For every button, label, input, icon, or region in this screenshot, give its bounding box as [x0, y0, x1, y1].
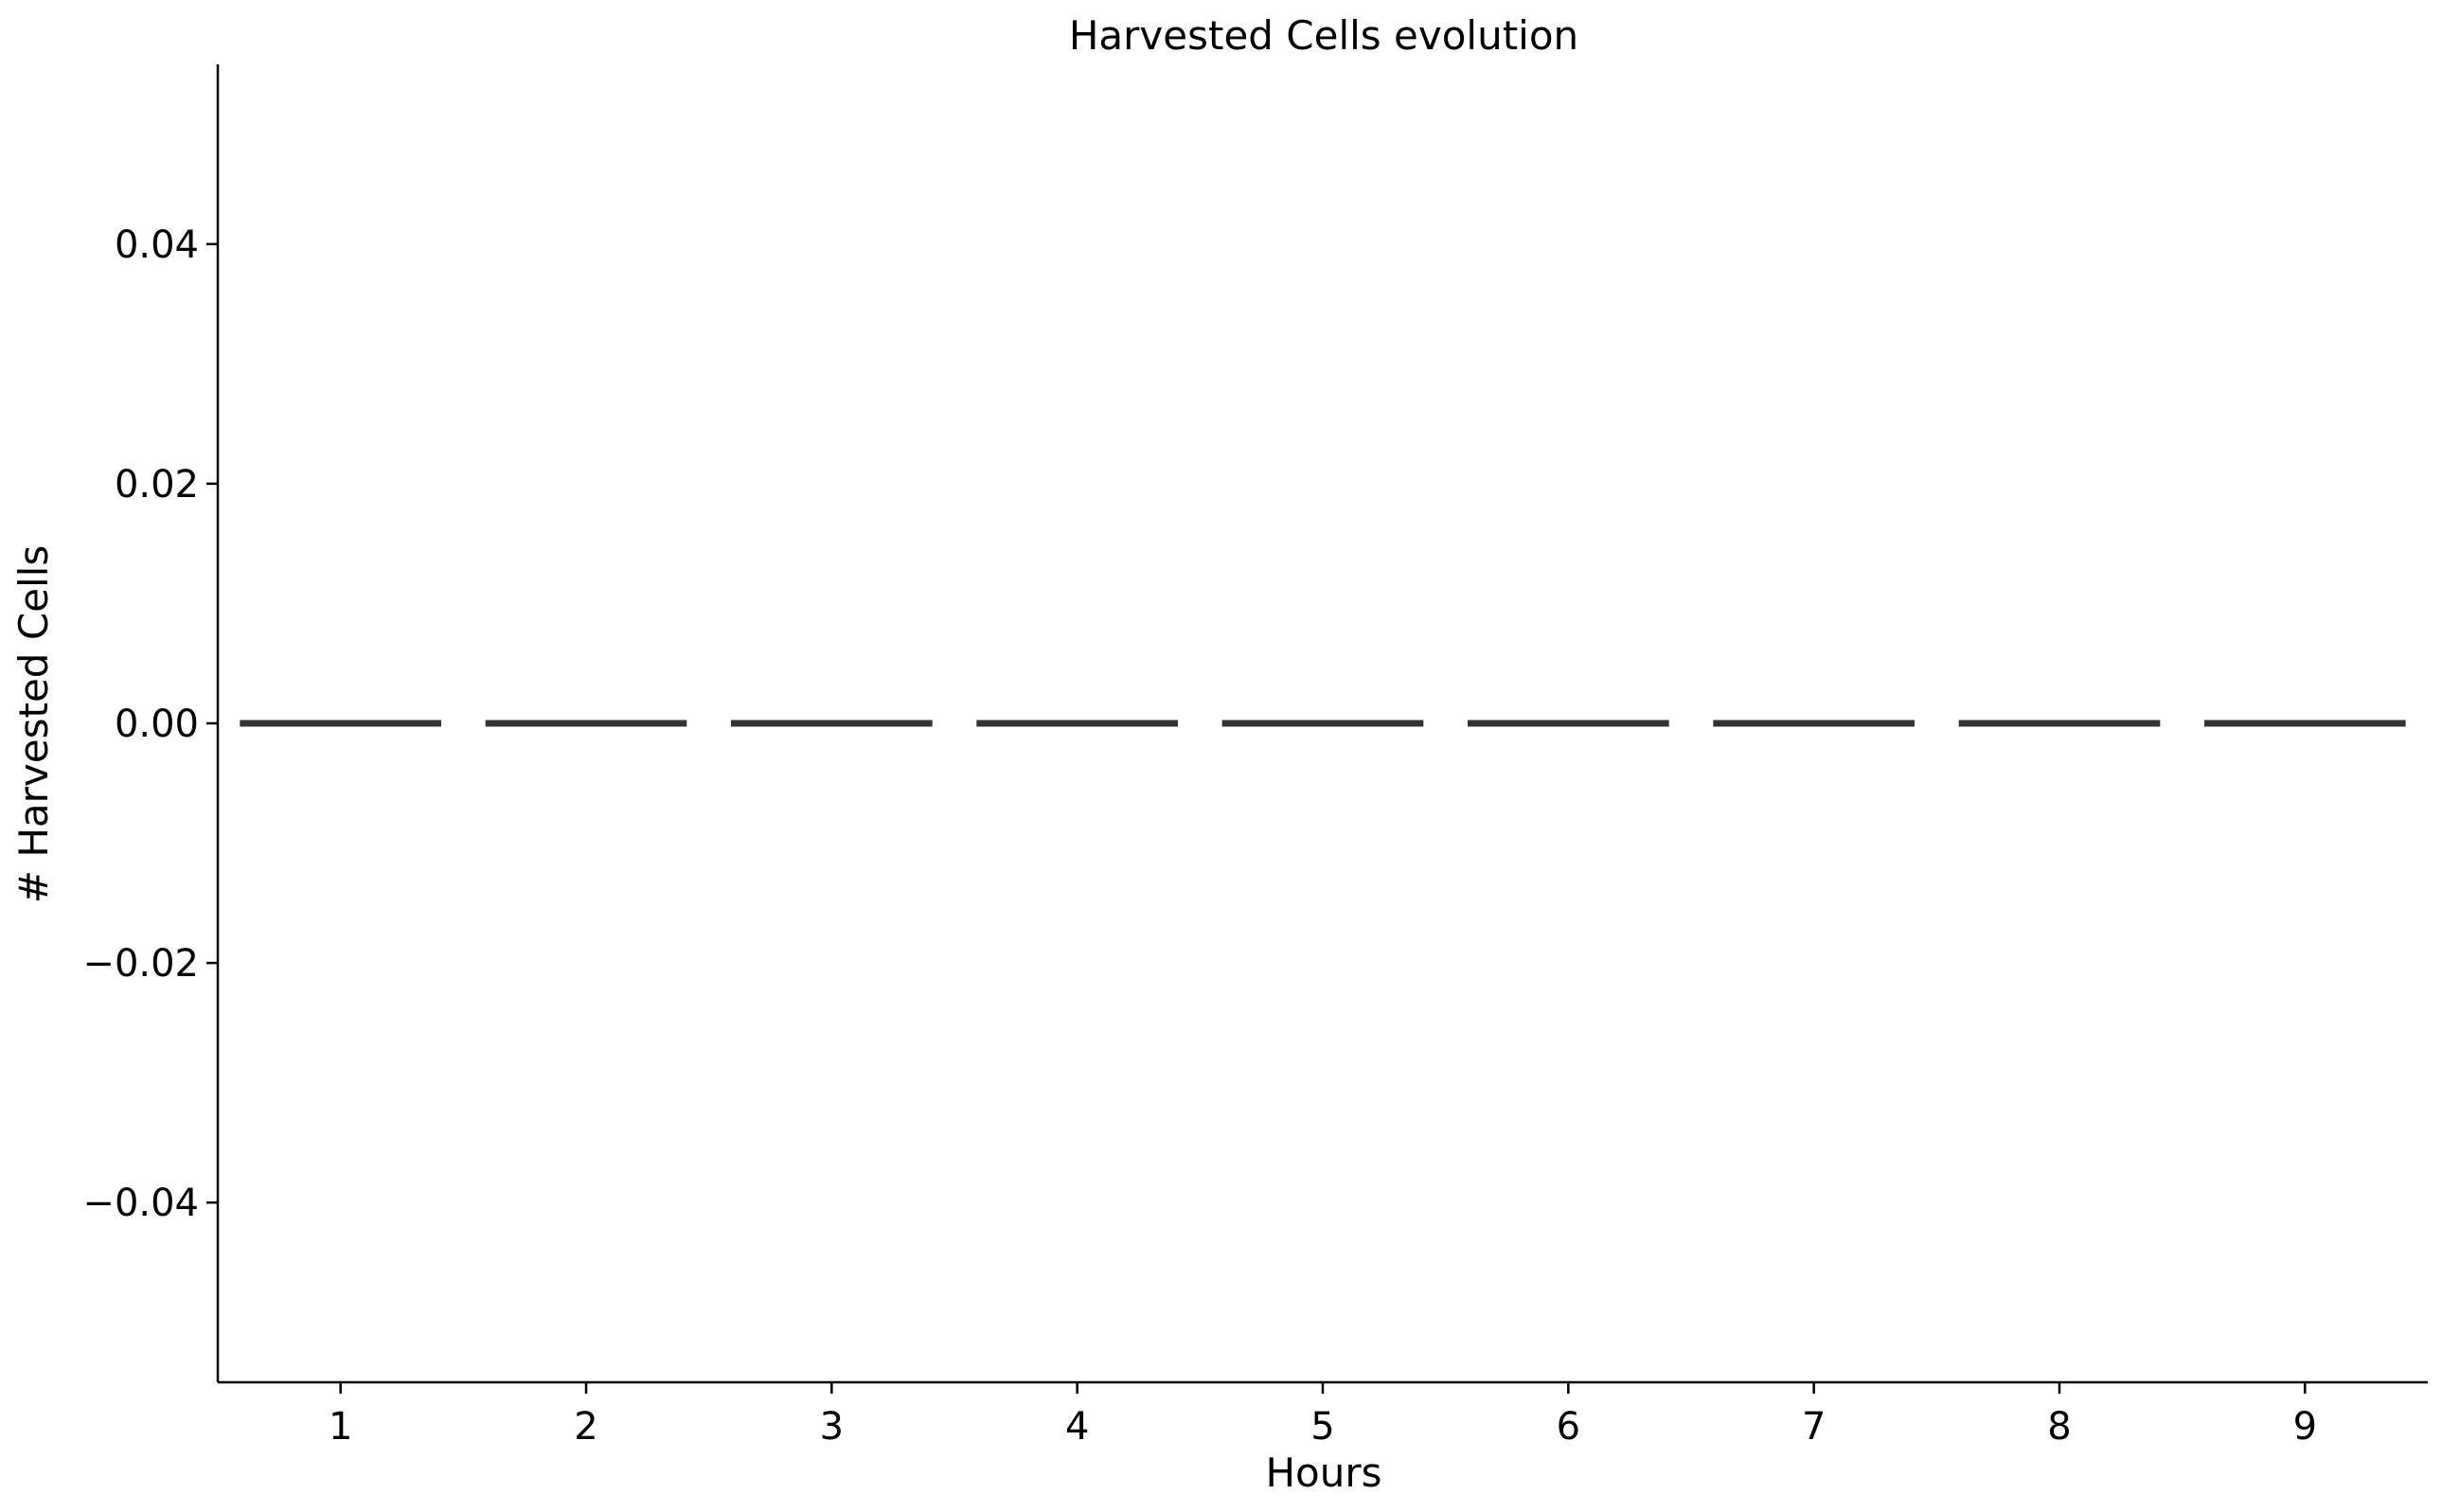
x-tick-label: 5: [1310, 1405, 1334, 1449]
y-tick-label: −0.04: [82, 1182, 199, 1225]
y-tick-label: 0.02: [115, 463, 199, 507]
x-tick-label: 4: [1065, 1405, 1089, 1449]
y-tick-label: 0.04: [115, 223, 199, 267]
y-axis-label: # Harvested Cells: [10, 545, 57, 903]
x-tick-label: 7: [1802, 1405, 1826, 1449]
y-tick-label: −0.02: [82, 942, 199, 986]
x-tick-label: 9: [2293, 1405, 2317, 1449]
y-axis-ticks: −0.04 −0.02 0.00 0.02 0.04: [82, 223, 218, 1225]
x-tick-label: 1: [329, 1405, 352, 1449]
x-tick-label: 6: [1557, 1405, 1580, 1449]
chart-title: Harvested Cells evolution: [1069, 12, 1578, 59]
x-axis-ticks: 1 2 3 4 5 6 7 8 9: [329, 1382, 2317, 1449]
x-tick-label: 2: [574, 1405, 597, 1449]
y-tick-label: 0.00: [115, 703, 199, 746]
x-axis-label: Hours: [1265, 1450, 1381, 1496]
x-tick-label: 8: [2047, 1405, 2071, 1449]
x-tick-label: 3: [820, 1405, 844, 1449]
